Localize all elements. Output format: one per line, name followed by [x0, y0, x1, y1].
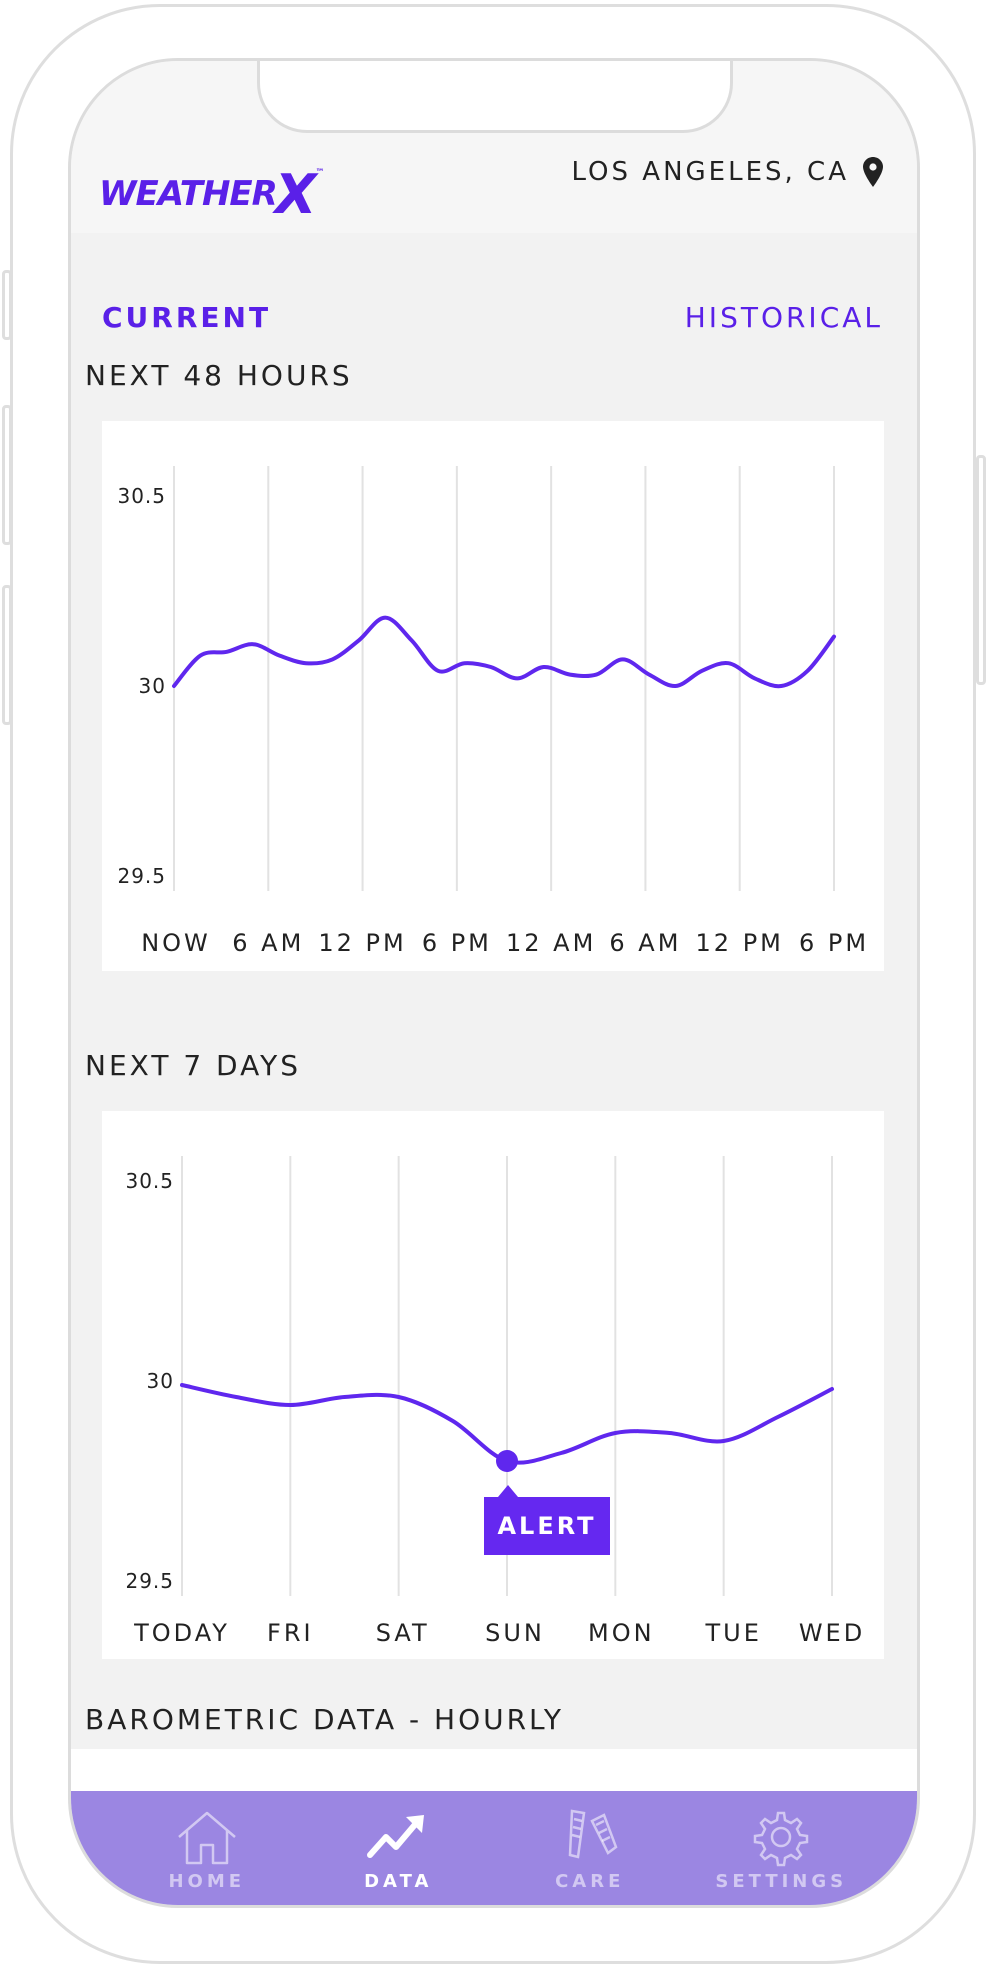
map-pin-icon [863, 157, 883, 187]
logo-x: X [274, 163, 317, 226]
chart-card-7-days: 30.5 30 29.5 TODAY FRI SAT SUN MON TUE WED ALERT [102, 1111, 884, 1659]
section-title-barometric-hourly: BAROMETRIC DATA - HOURLY [85, 1703, 565, 1736]
weatherx-logo[interactable]: WEATHERX™ [99, 155, 324, 226]
side-button-power [976, 455, 986, 685]
y-tick-label: 30.5 [125, 1169, 174, 1193]
tab-current[interactable]: CURRENT [102, 301, 272, 334]
gear-icon [754, 1811, 809, 1867]
alert-point [496, 1450, 518, 1472]
x-tick-label: 12 PM [696, 929, 784, 957]
x-tick-label: FRI [267, 1619, 314, 1647]
bottom-nav: HOME DATA CARE [71, 1791, 917, 1905]
logo-trademark: ™ [315, 168, 324, 178]
x-tick-label: TUE [704, 1619, 761, 1647]
location-selector[interactable]: LOS ANGELES, CA [571, 157, 883, 187]
x-tick-label: 6 AM [232, 929, 304, 957]
x-tick-label: TODAY [133, 1619, 230, 1647]
y-tick-label: 29.5 [117, 864, 166, 888]
side-button-volume-down [2, 585, 12, 725]
section-title-next-7-days: NEXT 7 DAYS [85, 1049, 301, 1082]
x-tick-label: WED [799, 1619, 865, 1647]
x-tick-label: 6 AM [609, 929, 681, 957]
logo-wordmark: WEATHER [99, 174, 278, 214]
x-tick-label: 6 PM [422, 929, 492, 957]
alert-label: ALERT [497, 1512, 597, 1540]
series-line [172, 615, 836, 689]
nav-item-care[interactable]: CARE [505, 1791, 675, 1905]
tab-historical[interactable]: HISTORICAL [684, 301, 883, 334]
y-tick-label: 30 [139, 674, 166, 698]
side-button-silent [2, 270, 12, 340]
nav-label-home: HOME [168, 1871, 246, 1892]
side-button-volume-up [2, 405, 12, 545]
y-tick-label: 30 [147, 1369, 174, 1393]
alert-badge[interactable]: ALERT [484, 1485, 610, 1555]
nav-item-settings[interactable]: SETTINGS [696, 1791, 866, 1905]
home-icon [177, 1811, 236, 1865]
chart-7-days: 30.5 30 29.5 TODAY FRI SAT SUN MON TUE WED [125, 1156, 865, 1647]
x-tick-label: NOW [141, 929, 211, 957]
chart-48-hours: 30.5 30 29.5 NOW 6 AM 12 PM 6 PM 12 AM 6 AM 12 PM… [117, 466, 869, 957]
nav-item-home[interactable]: HOME [122, 1791, 292, 1905]
section-title-next-48-hours: NEXT 48 HOURS [85, 359, 353, 392]
chart-trend-icon [367, 1815, 425, 1858]
nav-label-settings: SETTINGS [715, 1871, 848, 1892]
app-screen: WEATHERX™ LOS ANGELES, CA CURRENT HISTOR… [68, 58, 920, 1908]
x-tick-label: MON [588, 1619, 655, 1647]
notch [257, 61, 733, 133]
chart-card-48-hours: 30.5 30 29.5 NOW 6 AM 12 PM 6 PM 12 AM 6 AM 12 PM… [102, 421, 884, 971]
x-tick-label: 12 PM [318, 929, 406, 957]
x-tick-label: SUN [485, 1619, 545, 1647]
nav-label-data: DATA [364, 1871, 433, 1892]
x-tick-label: 6 PM [799, 929, 869, 957]
nav-label-care: CARE [555, 1871, 625, 1892]
x-tick-label: 12 AM [506, 929, 596, 957]
nav-item-data[interactable]: DATA [313, 1791, 483, 1905]
location-label: LOS ANGELES, CA [571, 157, 849, 187]
y-tick-label: 30.5 [117, 484, 166, 508]
x-tick-label: SAT [376, 1619, 430, 1647]
y-tick-label: 29.5 [125, 1569, 174, 1593]
earplugs-icon [568, 1809, 618, 1859]
